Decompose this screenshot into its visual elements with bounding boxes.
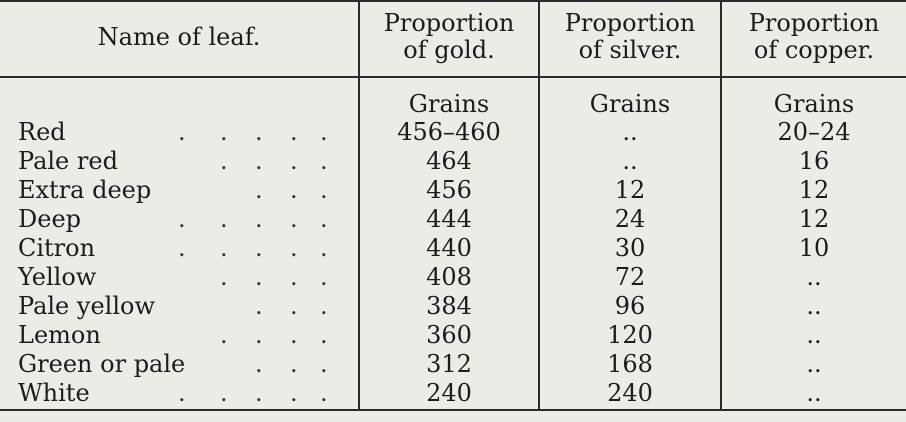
gold-value: 360 — [426, 321, 472, 349]
silver-value: 168 — [607, 350, 653, 378]
table-row: Deep..... 444 24 12 — [0, 205, 906, 234]
header-silver: Proportion of silver. — [540, 10, 720, 64]
unit-copper: Grains — [773, 90, 855, 118]
silver-value: 24 — [614, 205, 646, 233]
silver-value: 30 — [614, 234, 646, 262]
silver-value: .. — [622, 118, 638, 146]
leaf-name: Red — [18, 118, 66, 146]
header-gold-line1: Proportion — [383, 9, 515, 37]
copper-value: .. — [806, 321, 822, 349]
leaf-name: Yellow — [18, 263, 97, 291]
header-gold-line2: of gold. — [403, 36, 495, 64]
gold-value: 456 — [426, 176, 472, 204]
header-silver-line1: Proportion — [564, 9, 696, 37]
leaf-name: Deep — [18, 205, 82, 233]
column-divider — [538, 0, 540, 410]
table-row: Green or pale... 312 168.. — [0, 350, 906, 379]
leaf-name: Green or pale — [18, 350, 186, 378]
copper-value: 16 — [798, 147, 830, 175]
copper-value: 12 — [798, 205, 830, 233]
silver-value: 12 — [614, 176, 646, 204]
leaf-name: White — [18, 379, 90, 407]
header-silver-line2: of silver. — [578, 36, 682, 64]
copper-value: .. — [806, 292, 822, 320]
leaf-name: Pale yellow — [18, 292, 155, 320]
silver-value: .. — [622, 147, 638, 175]
silver-value: 240 — [607, 379, 653, 407]
table-row: Lemon.... 360 120.. — [0, 321, 906, 350]
header-rule — [0, 76, 906, 78]
top-rule — [0, 0, 906, 2]
silver-value: 120 — [607, 321, 653, 349]
header-name-of-leaf: Name of leaf. — [97, 23, 261, 51]
copper-value: .. — [806, 379, 822, 407]
copper-value: 20–24 — [777, 118, 851, 146]
gold-value: 444 — [426, 205, 472, 233]
gold-value: 464 — [426, 147, 472, 175]
column-divider — [358, 0, 360, 410]
leaf-name: Citron — [18, 234, 96, 262]
copper-value: 12 — [798, 176, 830, 204]
table-row: Pale red.... 464.. 16 — [0, 147, 906, 176]
header-copper-line2: of copper. — [753, 36, 875, 64]
gold-value: 408 — [426, 263, 472, 291]
table-row: Yellow.... 408 72.. — [0, 263, 906, 292]
leaf-name: Pale red — [18, 147, 118, 175]
table-row: White..... 240 240.. — [0, 379, 906, 408]
copper-value: .. — [806, 263, 822, 291]
leaf-name: Extra deep — [18, 176, 152, 204]
table-row: Pale yellow... 384 96.. — [0, 292, 906, 321]
unit-gold: Grains — [408, 90, 490, 118]
unit-silver: Grains — [589, 90, 671, 118]
gold-value: 312 — [426, 350, 472, 378]
copper-value: .. — [806, 350, 822, 378]
bottom-rule — [0, 409, 906, 411]
header-gold: Proportion of gold. — [360, 10, 538, 64]
gold-value: 456–460 — [397, 118, 501, 146]
silver-value: 72 — [614, 263, 646, 291]
table-body: Red..... 456–460.. 20–24 Pale red.... 464.. 1… — [0, 118, 906, 408]
column-divider — [720, 0, 722, 410]
table-row: Extra deep... 456 12 12 — [0, 176, 906, 205]
silver-value: 96 — [614, 292, 646, 320]
header-copper-line1: Proportion — [748, 9, 880, 37]
table-row: Red..... 456–460.. 20–24 — [0, 118, 906, 147]
gold-value: 240 — [426, 379, 472, 407]
copper-value: 10 — [798, 234, 830, 262]
leaf-name: Lemon — [18, 321, 101, 349]
gold-value: 384 — [426, 292, 472, 320]
header-copper: Proportion of copper. — [722, 10, 906, 64]
table-row: Citron..... 440 30 10 — [0, 234, 906, 263]
gold-value: 440 — [426, 234, 472, 262]
